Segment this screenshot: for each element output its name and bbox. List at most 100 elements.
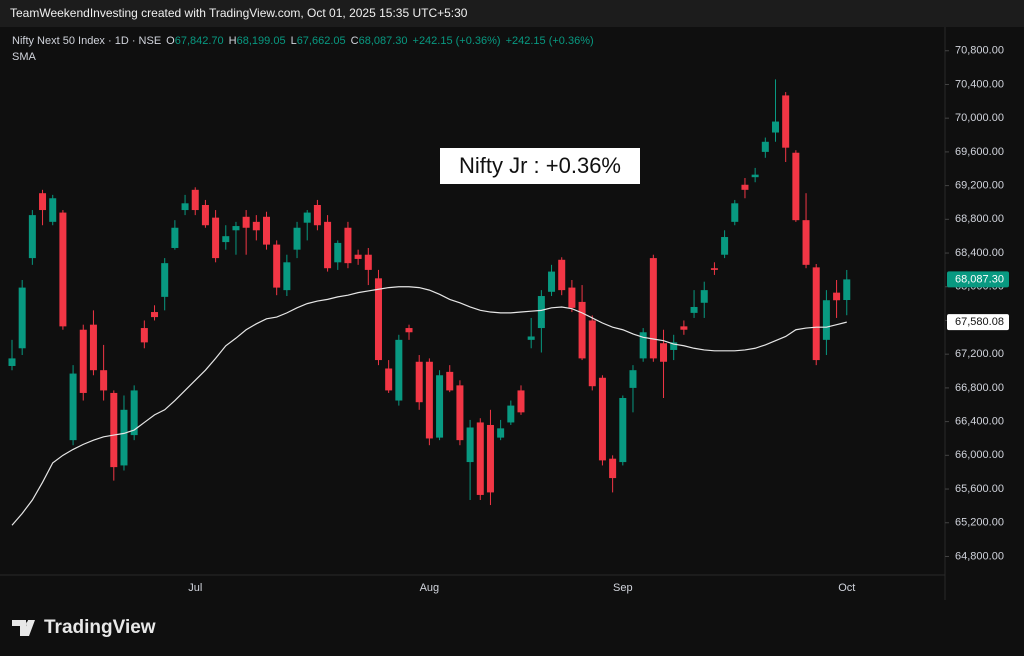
candle-body xyxy=(761,141,769,152)
candle-body xyxy=(588,320,596,387)
y-tick-label: 70,400.00 xyxy=(955,78,1004,90)
candle-body xyxy=(548,271,556,292)
candle-body xyxy=(497,428,505,438)
candle-body xyxy=(466,427,474,463)
candle-body xyxy=(171,227,179,248)
y-tick-label: 68,800.00 xyxy=(955,213,1004,225)
candle-body xyxy=(8,358,16,366)
candle-body xyxy=(252,221,260,231)
candle-body xyxy=(456,385,464,441)
candle-body xyxy=(100,370,108,391)
candle-body xyxy=(436,375,444,438)
candle-body xyxy=(212,217,220,259)
annotation: Nifty Jr : +0.36% xyxy=(459,153,621,178)
candle-body xyxy=(39,193,47,211)
candle-body xyxy=(201,204,209,226)
candle-body xyxy=(507,405,515,423)
legend: Nifty Next 50 Index · 1D · NSE O67,842.70… xyxy=(12,35,594,47)
watermark: TradingView xyxy=(44,617,156,638)
candle-body xyxy=(89,324,97,371)
symbol: Nifty Next 50 Index · 1D · NSE xyxy=(12,35,161,47)
ohlc-key: H xyxy=(229,35,237,47)
ohlc-value: 67,842.70 xyxy=(175,35,224,47)
ohlc-key: O xyxy=(166,35,175,47)
y-tick-label: 66,000.00 xyxy=(955,449,1004,461)
annotation-box xyxy=(440,148,640,184)
candle-body xyxy=(222,236,230,243)
ohlc-value: 67,662.05 xyxy=(297,35,346,47)
candle-body xyxy=(619,398,627,463)
x-tick-label: Sep xyxy=(613,582,633,594)
candle-body xyxy=(812,267,820,361)
candle-body xyxy=(578,301,586,359)
candle-body xyxy=(181,203,189,211)
candle-body xyxy=(405,328,413,333)
candle-body xyxy=(537,296,545,329)
candle-body xyxy=(517,390,525,413)
candle-body xyxy=(660,343,668,362)
candle-body xyxy=(374,278,382,361)
last-price-label: 68,087.30 xyxy=(955,273,1004,285)
candle-body xyxy=(69,373,77,441)
candle-body xyxy=(242,216,250,228)
candle-body xyxy=(130,390,138,436)
candle-body xyxy=(690,306,698,313)
candle-body xyxy=(741,184,749,190)
candle-body xyxy=(273,244,281,288)
candle-body xyxy=(79,329,87,393)
ohlc-value: 68,199.05 xyxy=(237,35,286,47)
y-tick-label: 67,200.00 xyxy=(955,348,1004,360)
x-tick-label: Jul xyxy=(188,582,202,594)
candle-body xyxy=(446,371,454,391)
ohlc-value: 68,087.30 xyxy=(359,35,408,47)
candle-body xyxy=(354,254,362,259)
candle-body xyxy=(313,204,321,226)
candle-body xyxy=(293,227,301,250)
candle-body xyxy=(191,189,199,211)
candle-body xyxy=(639,332,647,359)
candle-body xyxy=(385,368,393,391)
logo-dot xyxy=(26,621,32,627)
candle-body xyxy=(700,290,708,303)
candle-body xyxy=(649,258,657,359)
candle-body xyxy=(792,152,800,221)
candle-body xyxy=(609,458,617,479)
candle-body xyxy=(161,263,169,297)
candle-body xyxy=(710,268,718,270)
y-tick-label: 69,200.00 xyxy=(955,180,1004,192)
sma-legend: SMA xyxy=(12,51,37,63)
candle-body xyxy=(334,242,342,263)
candle-body xyxy=(833,292,841,301)
candle-body xyxy=(680,326,688,330)
ohlc-key: L xyxy=(291,35,297,47)
candle-body xyxy=(140,328,148,343)
y-tick-label: 65,200.00 xyxy=(955,517,1004,529)
y-tick-label: 64,800.00 xyxy=(955,550,1004,562)
candle-body xyxy=(232,226,240,231)
candle-body xyxy=(772,121,779,133)
candle-body xyxy=(283,262,291,291)
candle-body xyxy=(598,377,606,461)
change: +242.15 (+0.36%) xyxy=(413,35,501,47)
sma-price-tag xyxy=(947,314,1009,331)
candle-body xyxy=(59,212,67,327)
candle-body xyxy=(120,409,128,466)
candle-body xyxy=(802,220,810,265)
candle-body xyxy=(49,198,57,222)
candle-body xyxy=(486,424,494,493)
y-tick-label: 68,400.00 xyxy=(955,247,1004,259)
candle-body xyxy=(263,216,270,245)
header-bar xyxy=(0,0,1024,27)
y-tick-label: 66,400.00 xyxy=(955,416,1004,428)
candle-body xyxy=(629,370,637,388)
last-price-tag xyxy=(947,271,1009,288)
candle-body xyxy=(18,287,26,349)
candle-body xyxy=(415,361,423,403)
candle-body xyxy=(324,221,332,269)
y-tick-label: 70,800.00 xyxy=(955,45,1004,57)
y-tick-label: 69,600.00 xyxy=(955,146,1004,158)
sma-price-label: 67,580.08 xyxy=(955,316,1004,328)
candle-body xyxy=(721,237,729,255)
